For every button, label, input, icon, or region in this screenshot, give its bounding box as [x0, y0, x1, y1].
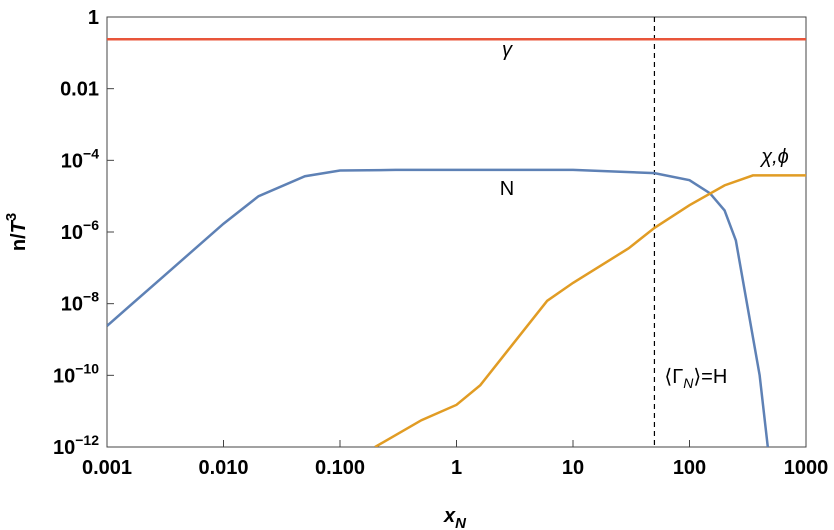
series-label: γ — [502, 39, 513, 61]
y-tick-exponent: −8 — [83, 289, 99, 305]
x-label-sub: N — [455, 515, 467, 530]
y-tick-base: 10 — [53, 365, 75, 387]
ref-label-c: ⟩=H — [693, 366, 727, 388]
y-tick-label: 10−6 — [61, 217, 99, 244]
x-label-main: x — [443, 505, 456, 527]
series-line — [374, 174, 806, 447]
x-tick-label: 10 — [562, 457, 584, 479]
y-tick-base: 10 — [61, 150, 83, 172]
x-tick-label: 0.001 — [82, 457, 132, 479]
y-tick-label: 10−4 — [61, 145, 99, 172]
y-tick-label: 10−12 — [53, 432, 99, 459]
y-tick-exponent: −4 — [83, 145, 99, 161]
y-tick-exponent: −10 — [75, 360, 99, 376]
series-label: N — [500, 178, 514, 200]
y-label-sup: 3 — [3, 213, 20, 221]
x-tick-label: 1 — [451, 457, 462, 479]
y-tick-label: 0.01 — [60, 79, 99, 101]
x-axis-label: xN — [443, 505, 467, 530]
series-label: χ,ϕ — [759, 146, 789, 168]
y-label-main: n/ — [8, 233, 30, 251]
ref-label-a: ⟨Γ — [664, 366, 683, 388]
x-tick-label: 0.010 — [198, 457, 248, 479]
y-tick-base: 10 — [61, 222, 83, 244]
y-tick-label: 10−8 — [61, 289, 99, 316]
y-axis-label: n/T3 — [3, 213, 30, 251]
x-tick-label: 100 — [673, 457, 706, 479]
reference-label: ⟨ΓN⟩=H — [664, 366, 727, 391]
y-tick-exponent: −6 — [83, 217, 99, 233]
x-tick-label: 1000 — [784, 457, 829, 479]
y-tick-exponent: −12 — [75, 432, 99, 448]
ref-label-b: N — [683, 375, 694, 391]
series-line — [107, 168, 770, 447]
y-tick-label: 10−10 — [53, 360, 99, 387]
y-tick-label: 1 — [88, 7, 99, 29]
y-tick-base: 10 — [53, 437, 75, 459]
y-tick-base: 10 — [61, 294, 83, 316]
y-label-italic: T — [8, 219, 30, 233]
x-tick-label: 0.100 — [315, 457, 365, 479]
